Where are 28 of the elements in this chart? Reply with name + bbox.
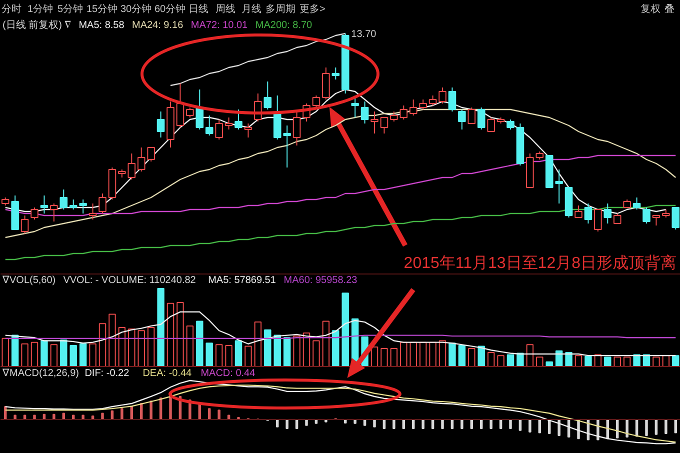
text: MA60: 95958.23 <box>284 275 358 286</box>
text: MA72: 10.01 <box>190 20 248 31</box>
chart-title: ∇VOL(5,60) <box>2 275 56 286</box>
text: 分时 <box>2 3 22 15</box>
text: MA5: 8.58 <box>78 20 125 31</box>
text: 多周期 <box>266 3 296 15</box>
text: 1分钟 <box>28 3 54 15</box>
text: 60分钟 <box>154 3 186 15</box>
text: MA5: 57869.51 <box>208 275 276 286</box>
text: MA24: 9.16 <box>132 20 184 31</box>
series-label: DEA: -0.44 <box>142 368 192 379</box>
text: MACD: 0.44 <box>200 368 256 379</box>
text: 月线 <box>242 3 262 15</box>
chart-title: ∇MACD(12,26,9) <box>2 368 79 379</box>
text: 更多> <box>300 3 326 15</box>
text: 周线 <box>216 3 236 15</box>
chart-title: (日线 前复权) ∇ <box>2 19 72 31</box>
chart-subtitle: VVOL: - VOLUME: 110240.82 <box>63 275 196 286</box>
text: 15分钟 <box>86 3 118 15</box>
annotation: 13.70 <box>351 29 377 40</box>
text: 叠 <box>664 4 674 15</box>
text: DIF: -0.22 <box>84 368 130 379</box>
text: 30分钟 <box>120 3 152 15</box>
text: 5分钟 <box>58 3 84 15</box>
text: 日线 <box>188 3 208 15</box>
text: 复权 <box>640 3 660 15</box>
text: 2015年11月13日至12月8日形成顶背离 <box>404 254 677 272</box>
text: MA200: 8.70 <box>255 20 313 31</box>
